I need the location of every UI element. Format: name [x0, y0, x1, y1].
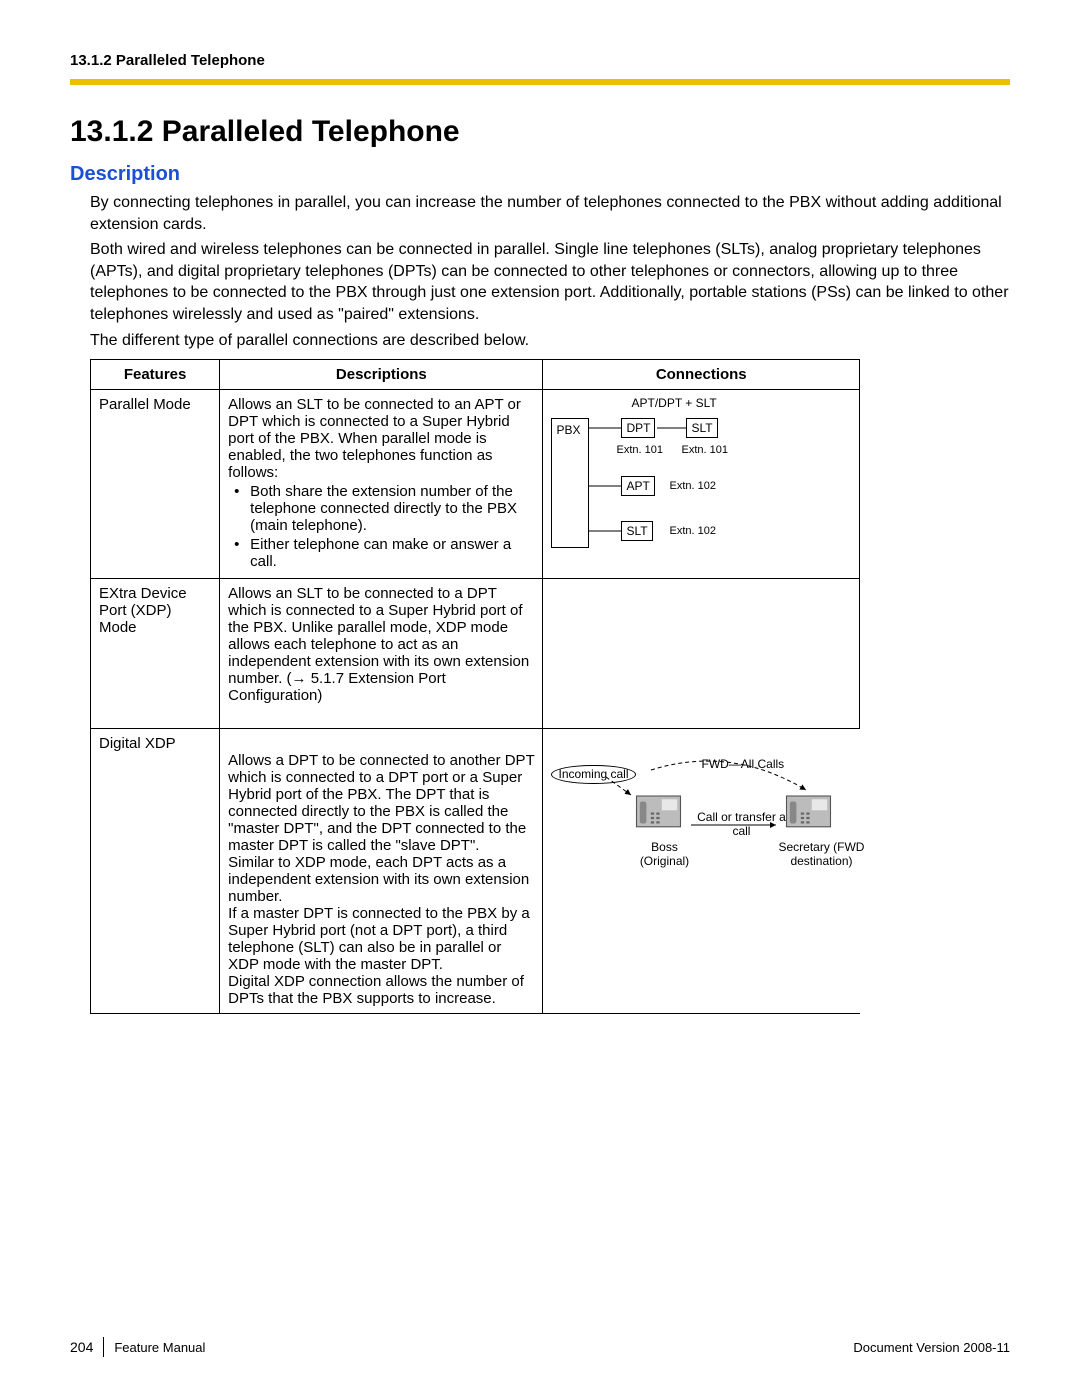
intro-para-3: The different type of parallel connectio…: [90, 330, 1010, 352]
dpt-box: DPT: [621, 418, 655, 438]
table-row: Digital XDP Allows a DPT to be connected…: [91, 729, 860, 1014]
cell-description: Allows a DPT to be connected to another …: [220, 729, 543, 1014]
boss-label: Boss (Original): [629, 840, 699, 868]
description-heading: Description: [70, 163, 1010, 186]
desc-bullets: Both share the extension number of the t…: [228, 483, 534, 570]
fwd-label: FWD—All Calls: [701, 757, 784, 771]
cell-connection: [543, 579, 860, 729]
slt-box-2: SLT: [621, 521, 652, 541]
desc-lead: Allows an SLT to be connected to an APT …: [228, 396, 521, 481]
connection-diagram-digital-xdp: Incoming call: [551, 735, 851, 885]
call-label: Call or transfer a call: [696, 810, 786, 838]
cell-description: Allows an SLT to be connected to a DPT w…: [220, 579, 543, 729]
th-features: Features: [91, 360, 220, 390]
extn-label: Extn. 101: [616, 444, 662, 456]
table-header-row: Features Descriptions Connections: [91, 360, 860, 390]
secretary-label: Secretary (FWD destination): [766, 840, 876, 868]
page: 13.1.2 Paralleled Telephone 13.1.2 Paral…: [0, 0, 1080, 1397]
manual-name: Feature Manual: [114, 1340, 205, 1355]
cell-description: Allows an SLT to be connected to an APT …: [220, 390, 543, 579]
cell-feature: EXtra Device Port (XDP) Mode: [91, 579, 220, 729]
page-footer: 204 Feature Manual Document Version 2008…: [70, 1337, 1010, 1357]
footer-right: Document Version 2008-11: [853, 1340, 1010, 1355]
cell-connection: Incoming call: [543, 729, 860, 1014]
table-row: Parallel Mode Allows an SLT to be connec…: [91, 390, 860, 579]
th-connections: Connections: [543, 360, 860, 390]
th-descriptions: Descriptions: [220, 360, 543, 390]
table-row: EXtra Device Port (XDP) Mode Allows an S…: [91, 579, 860, 729]
connection-diagram-parallel: APT/DPT + SLT PBX DPT SLT APT SLT Extn. …: [551, 396, 766, 566]
footer-left: 204 Feature Manual: [70, 1337, 205, 1357]
running-head: 13.1.2 Paralleled Telephone: [70, 52, 1010, 69]
feature-table: Features Descriptions Connections Parall…: [90, 359, 860, 1014]
cell-feature: Digital XDP: [91, 729, 220, 1014]
phone-icon: [631, 790, 686, 835]
footer-divider: [103, 1337, 104, 1357]
extn-label: Extn. 102: [669, 480, 715, 492]
bullet: Both share the extension number of the t…: [228, 483, 534, 534]
desc-lead: Allows a DPT to be connected to another …: [228, 752, 534, 1007]
cell-connection: APT/DPT + SLT PBX DPT SLT APT SLT Extn. …: [543, 390, 860, 579]
header-rule: [70, 79, 1010, 85]
page-number: 204: [70, 1339, 93, 1355]
intro-para-1: By connecting telephones in parallel, yo…: [90, 192, 1010, 235]
bullet: Either telephone can make or answer a ca…: [228, 536, 534, 570]
extn-label: Extn. 102: [669, 525, 715, 537]
cell-feature: Parallel Mode: [91, 390, 220, 579]
apt-box: APT: [621, 476, 654, 496]
intro-para-2: Both wired and wireless telephones can b…: [90, 239, 1010, 325]
extn-label: Extn. 101: [681, 444, 727, 456]
pbx-box: PBX: [551, 418, 589, 548]
slt-box: SLT: [686, 418, 717, 438]
phone-icon: [781, 790, 836, 835]
desc-lead: Allows an SLT to be connected to a DPT w…: [228, 585, 529, 704]
section-title: 13.1.2 Paralleled Telephone: [70, 115, 1010, 149]
